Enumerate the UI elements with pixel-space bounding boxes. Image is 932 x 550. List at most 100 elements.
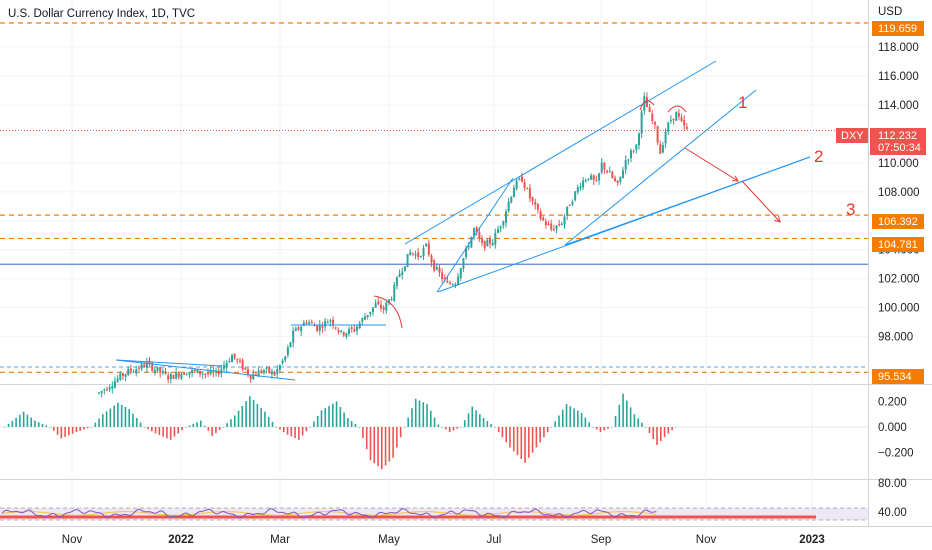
annotation-arc xyxy=(667,105,687,113)
oscillator-bar xyxy=(471,406,474,427)
oscillator-bar xyxy=(622,393,624,427)
candle-body xyxy=(262,369,265,372)
oscillator-bar xyxy=(463,420,466,427)
candle-body xyxy=(606,170,609,173)
oscillator-bar xyxy=(79,427,81,431)
rsi-line xyxy=(1,508,657,519)
trendline-6 xyxy=(115,359,296,381)
oscillator-bar xyxy=(603,427,606,431)
oscillator-bar xyxy=(83,427,85,430)
candle-body xyxy=(457,276,460,285)
candle-body xyxy=(268,366,271,373)
candle-body xyxy=(111,386,114,389)
candle-body xyxy=(563,216,566,225)
candle-body xyxy=(249,375,252,380)
candle-body xyxy=(185,374,188,376)
candle-body xyxy=(435,267,438,270)
oscillator-bar xyxy=(166,427,168,439)
candle-body xyxy=(622,170,625,178)
oscillator-bar xyxy=(475,410,477,427)
candle-body xyxy=(342,332,345,336)
oscillator-bar xyxy=(192,423,195,427)
time-axis-label: Sep xyxy=(591,534,611,546)
chart-title: U.S. Dollar Currency Index, 1D, TVC xyxy=(8,8,195,20)
candle-body xyxy=(361,318,364,322)
oscillator-bar xyxy=(667,427,670,434)
oscillator-bar xyxy=(132,413,134,427)
oscillator-bar xyxy=(512,427,515,452)
price-tag-level-1: 106.392 xyxy=(872,214,924,229)
oscillator-bar xyxy=(388,427,391,462)
oscillator-bar xyxy=(354,424,357,427)
candle-body xyxy=(574,191,577,201)
oscillator-bar xyxy=(294,427,296,439)
oscillator-bar xyxy=(4,427,6,428)
candle-body xyxy=(207,373,210,375)
oscillator-bar xyxy=(407,417,409,427)
candle-body xyxy=(425,243,428,247)
oscillator-bar xyxy=(580,412,583,427)
candle-body xyxy=(611,171,614,179)
candle-body xyxy=(113,381,116,388)
oscillator-pane[interactable] xyxy=(0,385,868,479)
candle-body xyxy=(579,186,582,189)
oscillator-bar xyxy=(279,427,281,430)
candle-body xyxy=(252,374,255,380)
candle-body xyxy=(377,301,380,305)
candle-body xyxy=(316,325,319,331)
candle-body xyxy=(683,119,686,126)
oscillator-bar xyxy=(94,422,97,427)
oscillator-bar xyxy=(490,424,492,427)
candle-body xyxy=(294,328,297,331)
candle-body xyxy=(244,367,247,370)
oscillator-bar xyxy=(384,427,387,466)
candle-body xyxy=(116,378,119,382)
price-axis-label: 108.000 xyxy=(878,187,920,199)
candle-body xyxy=(313,324,316,327)
candle-body xyxy=(223,365,226,369)
candle-body xyxy=(419,256,422,258)
level-lines-layer xyxy=(0,22,868,373)
candle-body xyxy=(98,392,100,394)
oscillator-bar xyxy=(430,410,432,427)
candle-body xyxy=(183,373,186,375)
oscillator-bar xyxy=(350,421,353,427)
dxy-symbol-tag[interactable]: DXY xyxy=(836,128,868,143)
price-axis-label: 118.000 xyxy=(878,42,919,54)
oscillator-bar xyxy=(577,410,579,427)
price-tag-level-2: 104.781 xyxy=(872,237,924,252)
annotation-arc xyxy=(639,100,655,111)
oscillator-bar xyxy=(505,427,508,443)
trendline-5 xyxy=(115,359,223,367)
candle-body xyxy=(124,373,127,377)
candle-body xyxy=(193,369,196,372)
candle-body xyxy=(406,254,409,268)
candle-body xyxy=(188,372,191,375)
candle-body xyxy=(491,243,494,246)
candle-body xyxy=(587,178,590,180)
oscillator-bar xyxy=(211,427,213,436)
oscillator-layer xyxy=(0,393,868,470)
candle-body xyxy=(584,180,587,182)
candle-body xyxy=(486,239,489,247)
candle-body xyxy=(153,369,156,372)
oscillator-bar xyxy=(267,416,270,427)
oscillator-bar xyxy=(237,410,240,427)
oscillator-bar xyxy=(143,427,146,428)
candle-body xyxy=(121,373,124,377)
annotation-2: 2 xyxy=(814,147,823,166)
oscillator-bar xyxy=(260,407,262,427)
time-axis-label: Nov xyxy=(696,534,717,546)
candle-body xyxy=(284,356,287,361)
oscillator-bar xyxy=(68,427,70,436)
price-tag-top-text: 119.659 xyxy=(878,23,917,35)
candle-body xyxy=(364,316,366,320)
oscillator-bar xyxy=(124,406,127,427)
candle-body xyxy=(257,370,260,377)
candle-body xyxy=(523,182,526,188)
candle-body xyxy=(449,282,452,284)
candle-body xyxy=(507,201,510,212)
oscillator-bar xyxy=(309,427,311,428)
candle-body xyxy=(489,238,492,244)
